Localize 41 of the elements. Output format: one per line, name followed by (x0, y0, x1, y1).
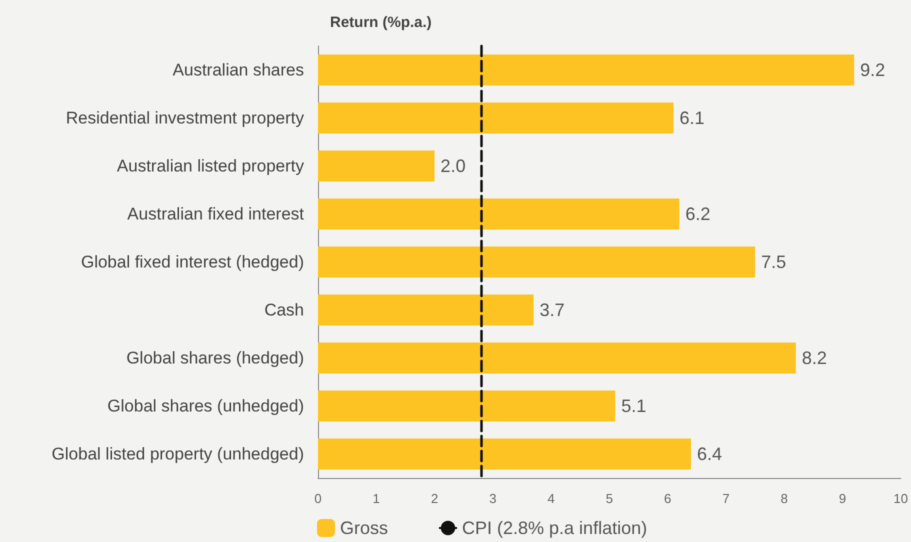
chart-title: Return (%p.a.) (330, 14, 432, 31)
bar (318, 438, 691, 470)
y-tick-label: Australian fixed interest (127, 204, 304, 224)
data-label: 6.4 (696, 444, 722, 464)
bar (318, 294, 534, 326)
bar (318, 198, 680, 230)
bar (318, 246, 756, 278)
data-label: 2.0 (440, 156, 466, 176)
data-label: 5.1 (621, 396, 646, 416)
x-tick-label: 4 (547, 491, 555, 506)
y-tick-label: Global fixed interest (hedged) (80, 252, 304, 272)
bar (318, 150, 435, 182)
y-tick-label: Global shares (hedged) (126, 348, 304, 368)
legend-label: Gross (340, 518, 388, 538)
x-tick-label: 0 (314, 491, 322, 506)
x-tick-label: 8 (780, 491, 788, 506)
x-tick-label: 2 (430, 491, 438, 506)
y-tick-label: Global listed property (unhedged) (52, 444, 304, 464)
bar (318, 390, 616, 422)
x-tick-label: 6 (664, 491, 672, 506)
data-label: 6.1 (679, 108, 705, 128)
x-tick-label: 10 (894, 491, 908, 506)
x-tick-label: 1 (372, 491, 380, 506)
y-tick-label: Residential investment property (66, 108, 304, 128)
data-label: 9.2 (860, 60, 886, 80)
data-label: 8.2 (802, 348, 827, 368)
bar (318, 54, 854, 86)
bar (318, 102, 674, 134)
x-tick-label: 7 (722, 491, 730, 506)
x-tick-label: 3 (489, 491, 496, 506)
y-tick-label: Global shares (unhedged) (107, 396, 304, 416)
bar (318, 342, 796, 374)
x-tick-label: 5 (606, 491, 613, 506)
data-label: 6.2 (685, 204, 710, 224)
y-tick-label: Australian shares (172, 60, 304, 80)
y-tick-label: Cash (264, 300, 304, 320)
legend-label: CPI (2.8% p.a inflation) (462, 518, 648, 538)
data-label: 3.7 (540, 300, 565, 320)
y-tick-label: Australian listed property (116, 156, 304, 176)
x-tick-label: 9 (838, 491, 846, 506)
data-label: 7.5 (761, 252, 786, 272)
